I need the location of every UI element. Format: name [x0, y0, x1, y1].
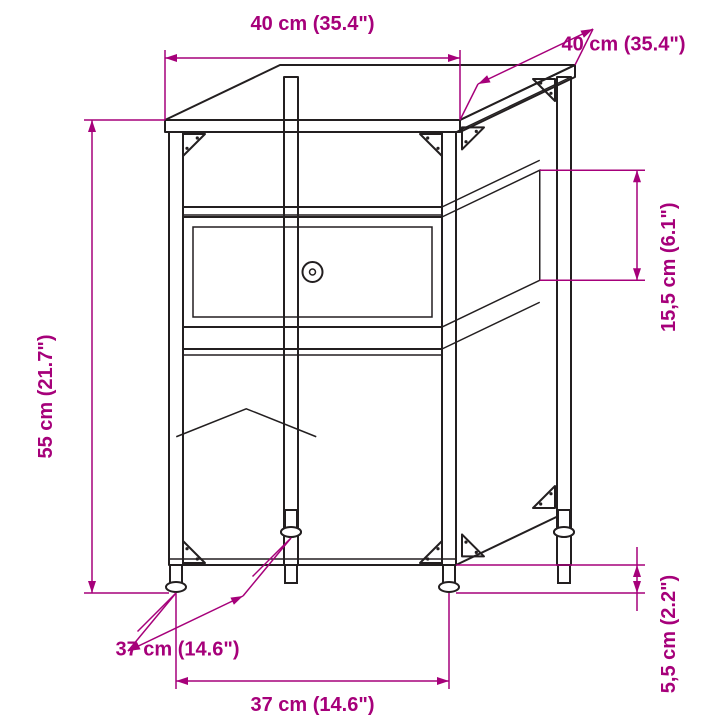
svg-text:37 cm (14.6"): 37 cm (14.6") [251, 694, 375, 716]
dimension-drawing: 40 cm (35.4") 40 cm (35.4") 55 cm (21.7") 1… [0, 0, 720, 720]
svg-text:37 cm (14.6"): 37 cm (14.6") [116, 639, 240, 661]
svg-text:40 cm (35.4"): 40 cm (35.4") [251, 13, 375, 35]
svg-text:55 cm (21.7"): 55 cm (21.7") [35, 335, 57, 459]
svg-text:40 cm (35.4"): 40 cm (35.4") [562, 34, 686, 56]
svg-text:5,5 cm (2.2"): 5,5 cm (2.2") [658, 575, 680, 693]
svg-text:15,5 cm (6.1"): 15,5 cm (6.1") [658, 202, 680, 332]
